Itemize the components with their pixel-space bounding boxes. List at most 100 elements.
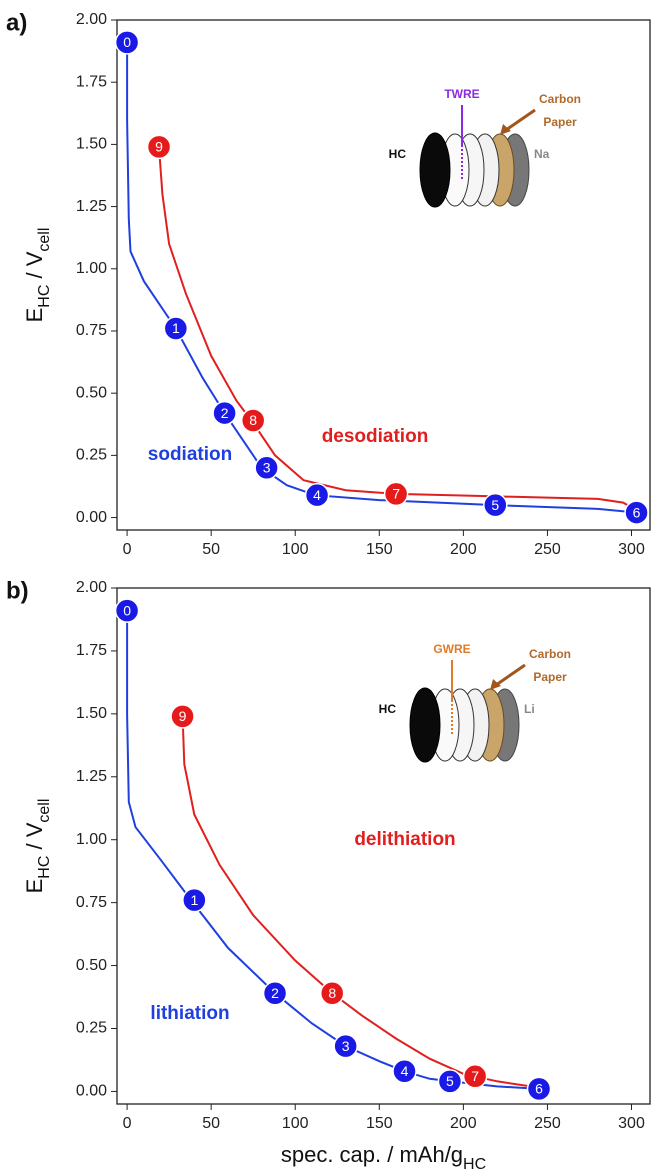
marker-label: 3 bbox=[342, 1038, 350, 1054]
y-tick-label: 0.50 bbox=[76, 957, 107, 974]
hc-disk bbox=[409, 687, 441, 763]
y-axis-label: EHC / Vcell bbox=[22, 228, 53, 323]
series-label: lithiation bbox=[150, 1003, 229, 1024]
counter-label: Li bbox=[524, 702, 535, 716]
marker-label: 7 bbox=[392, 486, 400, 502]
cell-inset: HC TWRE Carbon Paper Na bbox=[389, 87, 581, 208]
marker bbox=[392, 1059, 417, 1084]
marker-label: 3 bbox=[263, 460, 271, 476]
paper-arrow bbox=[505, 108, 536, 132]
y-axis-label-part: HC bbox=[36, 856, 53, 879]
plot-frame bbox=[116, 19, 651, 531]
series-label: sodiation bbox=[148, 444, 232, 465]
y-axis-label-part: / V bbox=[22, 822, 47, 855]
x-tick-label: 250 bbox=[534, 541, 561, 558]
x-tick-label: 100 bbox=[282, 1115, 309, 1132]
y-tick-label: 0.75 bbox=[76, 322, 107, 339]
arrow-head bbox=[490, 679, 501, 690]
x-tick-label: 300 bbox=[618, 541, 645, 558]
marker bbox=[483, 492, 508, 518]
series-line bbox=[158, 146, 637, 511]
marker-label: 0 bbox=[123, 602, 131, 618]
marker-label: 9 bbox=[155, 139, 163, 155]
y-tick-label: 1.25 bbox=[76, 198, 107, 215]
marker bbox=[333, 1033, 358, 1059]
counter-label: Na bbox=[534, 147, 550, 161]
y-tick-label: 1.00 bbox=[76, 831, 107, 848]
marker bbox=[526, 1076, 552, 1102]
x-axis-label: spec. cap. / mAh/gHC bbox=[281, 1142, 486, 1173]
y-tick-label: 1.75 bbox=[76, 73, 107, 90]
paper-label: Paper bbox=[543, 115, 577, 129]
marker-label: 7 bbox=[471, 1068, 479, 1084]
y-tick-label: 0.25 bbox=[76, 1020, 107, 1037]
series-label: desodiation bbox=[322, 426, 429, 447]
marker bbox=[254, 455, 279, 481]
marker bbox=[383, 481, 409, 507]
marker-label: 8 bbox=[249, 412, 257, 428]
marker bbox=[262, 980, 288, 1006]
marker-label: 4 bbox=[313, 487, 321, 503]
marker-label: 9 bbox=[179, 708, 187, 724]
marker bbox=[437, 1069, 463, 1094]
panel-label: a) bbox=[6, 9, 27, 36]
y-tick-label: 1.25 bbox=[76, 768, 107, 785]
plot-frame bbox=[116, 587, 651, 1105]
y-tick-label: 0.25 bbox=[76, 447, 107, 464]
x-tick-label: 250 bbox=[534, 1115, 561, 1132]
cell-inset: HC GWRE Carbon Paper Li bbox=[379, 642, 571, 763]
y-axis-label-part: E bbox=[22, 308, 47, 323]
y-tick-label: 1.50 bbox=[76, 136, 107, 153]
paper-label: Carbon bbox=[529, 647, 571, 661]
panel-label: b) bbox=[6, 577, 29, 604]
x-tick-label: 300 bbox=[618, 1115, 645, 1132]
x-axis-label-part: spec. cap. / mAh/g bbox=[281, 1142, 463, 1167]
y-tick-label: 0.50 bbox=[76, 384, 107, 401]
series-line bbox=[181, 716, 540, 1089]
x-tick-label: 50 bbox=[202, 541, 220, 558]
x-tick-label: 0 bbox=[123, 541, 132, 558]
paper-label: Carbon bbox=[539, 92, 581, 106]
marker bbox=[170, 704, 195, 729]
y-axis-label-part: cell bbox=[36, 228, 53, 252]
y-tick-label: 2.00 bbox=[76, 579, 107, 596]
marker bbox=[212, 400, 237, 426]
marker-label: 2 bbox=[221, 405, 229, 421]
marker bbox=[114, 598, 140, 623]
paper-label: Paper bbox=[533, 670, 567, 684]
x-axis-label-part: HC bbox=[463, 1156, 486, 1173]
x-tick-label: 0 bbox=[123, 1115, 132, 1132]
marker bbox=[146, 134, 172, 160]
marker-label: 0 bbox=[123, 34, 131, 50]
series-label: delithiation bbox=[354, 829, 455, 850]
y-axis-label-part: E bbox=[22, 879, 47, 894]
marker bbox=[240, 408, 266, 433]
y-tick-label: 1.00 bbox=[76, 260, 107, 277]
marker bbox=[319, 980, 345, 1006]
x-tick-label: 50 bbox=[202, 1115, 220, 1132]
y-axis-label-part: / V bbox=[22, 251, 47, 284]
y-tick-label: 0.00 bbox=[76, 509, 107, 526]
x-tick-label: 150 bbox=[366, 541, 393, 558]
marker-label: 2 bbox=[271, 985, 279, 1001]
arrow-head bbox=[500, 124, 511, 135]
x-tick-label: 150 bbox=[366, 1115, 393, 1132]
marker-label: 6 bbox=[535, 1081, 543, 1097]
marker-label: 5 bbox=[446, 1073, 454, 1089]
x-tick-label: 200 bbox=[450, 1115, 477, 1132]
marker bbox=[163, 316, 189, 341]
marker-label: 1 bbox=[190, 892, 198, 908]
y-tick-label: 1.75 bbox=[76, 642, 107, 659]
y-axis-label-part: cell bbox=[36, 799, 53, 823]
series-line bbox=[126, 44, 637, 514]
marker bbox=[462, 1064, 488, 1089]
hc-disk bbox=[419, 132, 451, 208]
x-tick-label: 200 bbox=[450, 541, 477, 558]
marker-label: 8 bbox=[328, 985, 336, 1001]
electrode-label: HC bbox=[379, 702, 397, 716]
y-tick-label: 2.00 bbox=[76, 11, 107, 28]
y-tick-label: 1.50 bbox=[76, 705, 107, 722]
marker-label: 4 bbox=[401, 1063, 409, 1079]
y-axis-label: EHC / Vcell bbox=[22, 799, 53, 894]
